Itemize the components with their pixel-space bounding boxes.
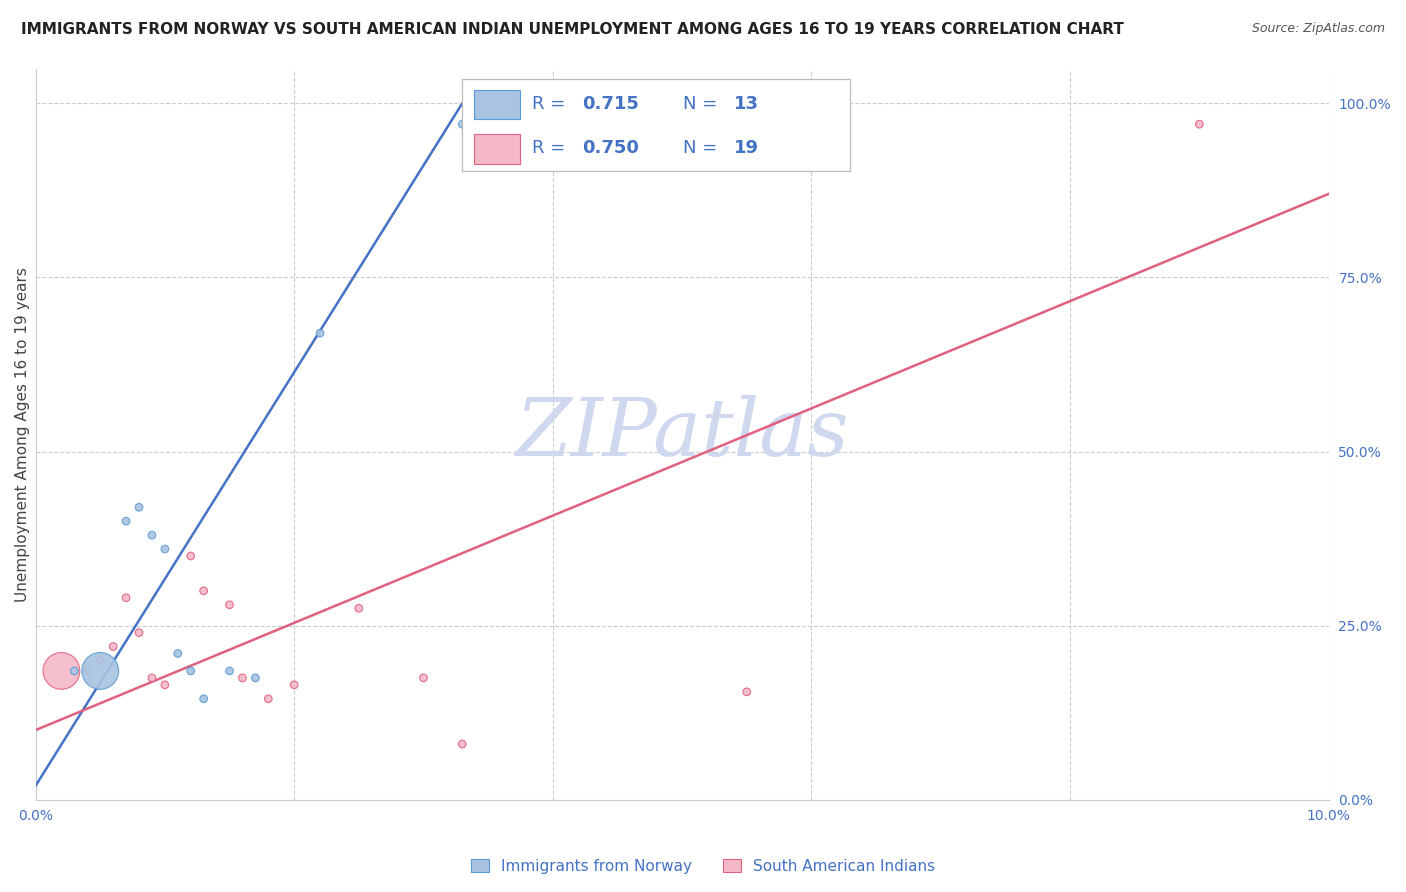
Point bbox=[63, 664, 86, 678]
Point bbox=[451, 737, 474, 751]
Point bbox=[309, 326, 332, 340]
Point bbox=[153, 678, 176, 692]
Point bbox=[218, 664, 240, 678]
Point bbox=[283, 678, 305, 692]
Point bbox=[412, 671, 434, 685]
Point bbox=[218, 598, 240, 612]
Legend: Immigrants from Norway, South American Indians: Immigrants from Norway, South American I… bbox=[464, 853, 942, 880]
Point bbox=[115, 514, 138, 528]
Point bbox=[231, 671, 253, 685]
Point bbox=[451, 117, 474, 131]
Point bbox=[89, 664, 111, 678]
Point bbox=[141, 671, 163, 685]
Y-axis label: Unemployment Among Ages 16 to 19 years: Unemployment Among Ages 16 to 19 years bbox=[15, 267, 30, 601]
Point bbox=[245, 671, 267, 685]
Point bbox=[180, 664, 202, 678]
Point bbox=[153, 542, 176, 557]
Point bbox=[193, 691, 215, 706]
Text: ZIPatlas: ZIPatlas bbox=[516, 395, 849, 473]
Point bbox=[128, 500, 150, 515]
Point bbox=[101, 640, 124, 654]
Point bbox=[115, 591, 138, 605]
Point bbox=[166, 647, 188, 661]
Point bbox=[347, 601, 370, 615]
Point bbox=[257, 691, 280, 706]
Point bbox=[128, 625, 150, 640]
Point bbox=[735, 685, 758, 699]
Point bbox=[51, 664, 73, 678]
Point bbox=[76, 664, 98, 678]
Point bbox=[89, 653, 111, 667]
Text: Source: ZipAtlas.com: Source: ZipAtlas.com bbox=[1251, 22, 1385, 36]
Point bbox=[180, 549, 202, 563]
Point bbox=[141, 528, 163, 542]
Point bbox=[1188, 117, 1211, 131]
Text: IMMIGRANTS FROM NORWAY VS SOUTH AMERICAN INDIAN UNEMPLOYMENT AMONG AGES 16 TO 19: IMMIGRANTS FROM NORWAY VS SOUTH AMERICAN… bbox=[21, 22, 1123, 37]
Point bbox=[193, 583, 215, 598]
